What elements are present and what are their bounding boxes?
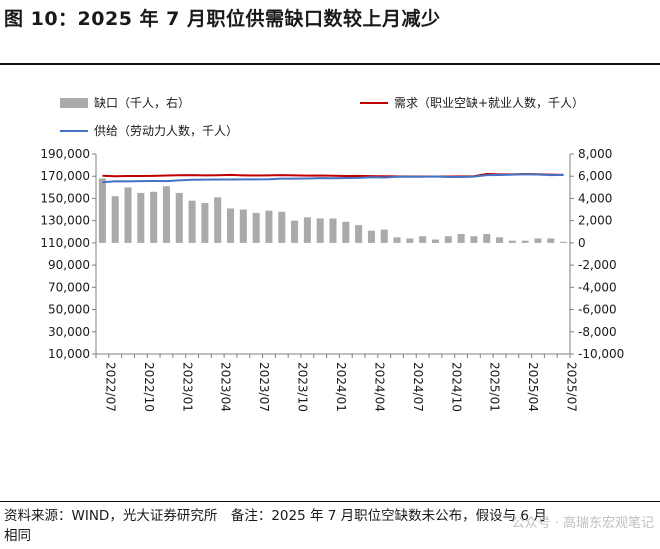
chart: 10,000 30,000 50,000 70,000 90,000 110,000 130… [40, 147, 624, 412]
gap-bar [496, 237, 504, 243]
y-right-tick-label: -2,000 [578, 258, 617, 272]
gap-bar [150, 191, 158, 243]
gap-bar [137, 192, 145, 243]
gap-bar [380, 229, 388, 243]
x-tick-label: 2023/10 [296, 362, 310, 412]
gap-bar [342, 221, 350, 243]
gap-bar [483, 234, 491, 243]
gap-bar [560, 241, 568, 243]
x-tick-label: 2024/10 [449, 362, 463, 412]
gap-bar [98, 178, 106, 243]
watermark: 公众号 · 高瑞东宏观笔记 [511, 516, 654, 531]
y-right-tick-label: -10,000 [578, 347, 624, 361]
gap-bar [316, 218, 324, 243]
y-right-tick-label: 4,000 [578, 191, 612, 205]
y-left-tick-label: 190,000 [40, 147, 90, 161]
gap-bar [162, 186, 170, 243]
title-divider [0, 63, 660, 65]
y-left-tick-label: 150,000 [40, 191, 90, 205]
gap-bar [521, 240, 529, 243]
gap-bar [547, 238, 555, 243]
y-right-tick-label: -8,000 [578, 325, 617, 339]
x-tick-label: 2023/04 [219, 362, 233, 412]
gap-bar [124, 187, 132, 243]
legend-supply: 供给（劳动力人数，千人） [60, 122, 238, 139]
gap-bar [278, 211, 286, 243]
gap-bar [355, 225, 363, 243]
source-note-line1: 资料来源：WIND，光大证券研究所 备注：2025 年 7 月职位空缺数未公布，… [4, 508, 547, 524]
gap-bar [291, 220, 299, 243]
y-right-tick-label: 6,000 [578, 169, 612, 183]
y-left-tick-label: 30,000 [48, 325, 90, 339]
source-note-line2: 相同 [4, 528, 31, 544]
legend-supply-swatch [60, 129, 88, 132]
x-tick-label: 2023/01 [180, 362, 194, 412]
gap-bar [329, 218, 337, 243]
x-tick-label: 2022/10 [142, 362, 156, 412]
y-left-tick-label: 50,000 [48, 303, 90, 317]
footer-divider [0, 501, 660, 502]
y-right-tick-label: -4,000 [578, 280, 617, 294]
gap-bar [239, 209, 247, 243]
legend-supply-label: 供给（劳动力人数，千人） [94, 124, 239, 138]
source-note: 资料来源：WIND，光大证券研究所 备注：2025 年 7 月职位空缺数未公布，… [4, 506, 547, 546]
gap-bar [457, 234, 465, 243]
y-left-tick-label: 110,000 [40, 236, 90, 250]
legend-gap: 缺口（千人，右） [60, 94, 190, 111]
x-tick-label: 2025/04 [526, 362, 540, 412]
gap-bar [175, 192, 183, 243]
demand-line [102, 172, 564, 178]
gap-bar [431, 239, 440, 243]
gap-bar [508, 240, 516, 243]
x-tick-label: 2024/07 [411, 362, 425, 412]
legend-demand-swatch [360, 101, 388, 104]
gap-bar [406, 238, 414, 243]
y-left-tick-label: 10,000 [48, 347, 90, 361]
y-right-tick-label: 2,000 [578, 214, 612, 228]
legend-demand: 需求（职业空缺+就业人数，千人） [360, 94, 584, 111]
gap-bar [419, 236, 427, 243]
gap-bar [444, 236, 452, 243]
y-left-tick-label: 130,000 [40, 214, 90, 228]
legend-gap-swatch [60, 97, 88, 108]
gap-bar [393, 237, 401, 243]
gap-bar [214, 197, 222, 243]
y-left-tick-label: 170,000 [40, 169, 90, 183]
x-tick-label: 2025/07 [565, 362, 579, 412]
gap-bar [252, 212, 260, 243]
supply-line [102, 173, 564, 184]
x-tick-label: 2024/04 [372, 362, 386, 412]
gap-bar [201, 202, 209, 243]
y-left-tick-label: 70,000 [48, 280, 90, 294]
gap-bar [303, 217, 311, 243]
x-tick-label: 2025/01 [488, 362, 502, 412]
y-left-tick-label: 90,000 [48, 258, 90, 272]
gap-bar [470, 236, 478, 243]
gap-bar [534, 238, 542, 243]
legend-demand-label: 需求（职业空缺+就业人数，千人） [394, 96, 585, 110]
legend-gap-label: 缺口（千人，右） [94, 96, 191, 110]
page-title: 图 10：2025 年 7 月职位供需缺口数较上月减少 [4, 8, 441, 30]
y-right-tick-label: -6,000 [578, 303, 617, 317]
gap-bar [111, 196, 119, 243]
x-tick-label: 2023/07 [257, 362, 271, 412]
gap-bar [188, 200, 196, 243]
gap-bar [226, 208, 235, 243]
x-tick-label: 2022/07 [103, 362, 117, 412]
y-right-tick-label: 0 [578, 236, 586, 250]
gap-bar [367, 230, 375, 243]
x-tick-label: 2024/01 [334, 362, 348, 412]
gap-bar [265, 210, 273, 243]
y-right-tick-label: 8,000 [578, 147, 612, 161]
